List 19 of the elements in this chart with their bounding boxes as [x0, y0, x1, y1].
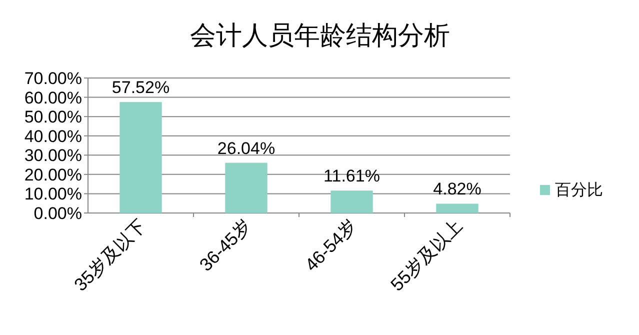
legend-label: 百分比 [555, 181, 603, 199]
data-label: 26.04% [217, 138, 276, 158]
data-label: 11.61% [324, 166, 380, 186]
bar [436, 204, 478, 213]
y-tick-label: 60.00% [24, 88, 82, 108]
y-tick-label: 70.00% [24, 69, 82, 88]
bar [120, 102, 162, 213]
bar [330, 190, 373, 213]
y-tick-label: 0.00% [34, 204, 82, 223]
y-tick-label: 50.00% [24, 108, 82, 127]
y-tick-label: 20.00% [24, 165, 82, 184]
y-tick-label: 40.00% [24, 126, 82, 146]
x-tick-label: 55岁及以上 [386, 216, 466, 295]
y-tick-label: 30.00% [24, 146, 82, 166]
bar [225, 162, 268, 213]
data-label: 4.82% [433, 180, 482, 199]
y-tick-label: 10.00% [24, 184, 82, 204]
chart-title: 会计人员年龄结构分析 [190, 20, 450, 50]
data-label: 57.52% [112, 78, 170, 98]
